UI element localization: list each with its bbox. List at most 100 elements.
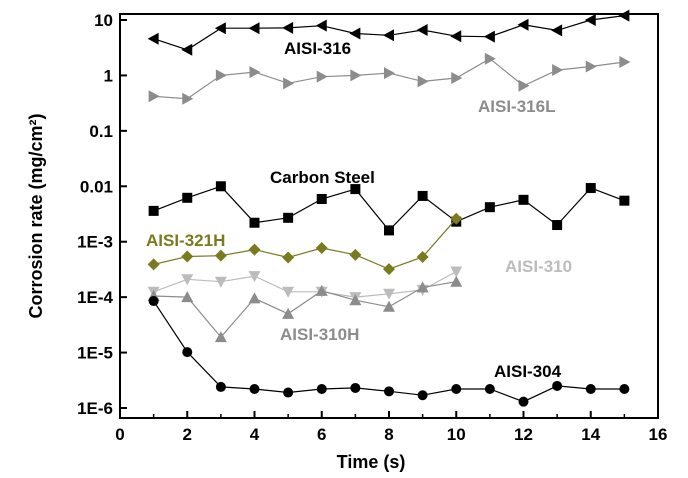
data-point-aisi-316: [147, 32, 159, 45]
series-layer: [147, 9, 631, 407]
y-axis-title: Corrosion rate (mg/cm²): [26, 113, 46, 318]
data-point-aisi-316l: [148, 90, 160, 103]
data-point-aisi-304: [552, 380, 563, 391]
data-point-aisi-321h: [383, 263, 395, 276]
series-aisi-310h: [147, 275, 463, 343]
data-point-aisi-321h: [214, 249, 227, 262]
series-aisi-321h: [147, 212, 463, 276]
x-tick-label: 8: [384, 425, 393, 444]
series-aisi-316: [147, 9, 630, 56]
data-point-aisi-316: [214, 22, 226, 35]
data-point-aisi-316l: [350, 69, 362, 82]
data-point-carbon-steel: [484, 202, 495, 213]
x-tick-label: 4: [250, 425, 260, 444]
series-label-aisi-316l: AISI-316L: [478, 97, 555, 116]
data-point-carbon-steel: [215, 181, 226, 192]
data-point-aisi-304: [585, 384, 596, 395]
data-point-aisi-310: [383, 288, 395, 300]
data-point-aisi-316l: [384, 67, 395, 80]
data-point-carbon-steel: [316, 193, 327, 204]
data-point-aisi-316l: [417, 75, 429, 88]
series-line-aisi-310h: [153, 281, 457, 339]
y-tick-label: 10: [94, 11, 113, 30]
axes: 0 2 4 6 8 10 12 14 16 1E-6 1E-5 1E-4 1E-3 0.01 0.1 1 10: [77, 11, 667, 444]
y-tick-label: 1E-4: [77, 288, 113, 307]
series-carbon-steel: [148, 181, 630, 236]
data-point-aisi-316l: [585, 60, 597, 73]
x-tick-label: 0: [115, 425, 124, 444]
data-point-aisi-316l: [518, 79, 530, 92]
data-point-aisi-321h: [416, 250, 429, 263]
series-line-aisi-316l: [153, 57, 625, 100]
data-point-aisi-316: [248, 22, 260, 35]
data-point-aisi-316l: [451, 71, 463, 84]
y-tick-label: 1E-3: [77, 233, 113, 252]
x-axis-title: Time (s): [337, 452, 406, 472]
data-point-aisi-310: [181, 274, 194, 286]
x-tick-label: 14: [581, 425, 600, 444]
series-label-aisi-310: AISI-310: [505, 257, 572, 276]
data-point-aisi-316l: [484, 52, 496, 65]
data-point-aisi-316l: [552, 64, 564, 77]
series-label-aisi-304: AISI-304: [494, 362, 562, 381]
data-point-aisi-304: [350, 382, 361, 393]
data-point-aisi-304: [316, 384, 327, 395]
data-point-carbon-steel: [518, 194, 529, 205]
data-point-carbon-steel: [552, 220, 563, 231]
data-point-aisi-304: [249, 384, 260, 395]
data-point-aisi-316l: [215, 69, 227, 82]
data-point-carbon-steel: [249, 217, 260, 228]
data-point-aisi-310: [214, 276, 227, 288]
data-point-aisi-321h: [181, 250, 194, 263]
data-point-aisi-310h: [349, 294, 362, 306]
series-aisi-310: [147, 266, 463, 304]
data-point-aisi-316: [618, 9, 630, 22]
data-point-carbon-steel: [350, 184, 361, 195]
data-point-aisi-316l: [283, 77, 295, 90]
y-tick-label: 1: [104, 66, 113, 85]
data-point-aisi-310h: [383, 300, 395, 312]
data-point-aisi-304: [619, 384, 630, 395]
data-point-aisi-316: [282, 21, 294, 34]
series-line-aisi-310: [153, 270, 457, 298]
y-tick-label: 1E-5: [77, 344, 113, 363]
data-point-aisi-316l: [182, 92, 194, 105]
data-point-aisi-310h: [181, 291, 194, 303]
data-point-aisi-304: [283, 387, 294, 398]
data-point-aisi-316: [517, 18, 529, 31]
x-tick-label: 10: [447, 425, 466, 444]
data-point-carbon-steel: [283, 212, 294, 223]
data-point-carbon-steel: [182, 192, 193, 203]
data-point-aisi-310: [450, 266, 463, 278]
data-point-carbon-steel: [148, 205, 159, 216]
data-point-aisi-321h: [147, 258, 160, 271]
x-tick-label: 2: [183, 425, 192, 444]
data-point-aisi-316: [551, 24, 563, 37]
series-line-aisi-321h: [153, 218, 457, 270]
data-point-aisi-304: [451, 384, 462, 395]
series-aisi-316l: [148, 52, 631, 105]
data-point-aisi-310h: [315, 284, 328, 296]
data-point-aisi-310: [248, 271, 261, 283]
data-point-aisi-310h: [450, 275, 463, 287]
data-point-aisi-304: [215, 381, 226, 392]
series-label-aisi-316: AISI-316: [284, 39, 351, 58]
data-point-aisi-316: [483, 30, 495, 43]
data-point-aisi-316l: [249, 66, 261, 79]
data-point-aisi-316l: [619, 55, 631, 68]
data-point-aisi-321h: [349, 248, 362, 261]
series-label-aisi-321h: AISI-321H: [146, 231, 225, 250]
data-point-aisi-316: [383, 29, 394, 42]
data-point-aisi-304: [182, 347, 193, 358]
y-tick-label: 1E-6: [77, 399, 113, 418]
data-point-carbon-steel: [585, 183, 596, 194]
series-label-aisi-310h: AISI-310H: [280, 325, 359, 344]
y-tick-label: 0.1: [89, 122, 113, 141]
data-point-aisi-310: [282, 286, 295, 298]
data-point-aisi-316: [416, 24, 428, 37]
data-point-aisi-304: [417, 390, 428, 401]
data-point-carbon-steel: [384, 225, 394, 236]
series-label-carbon-steel: Carbon Steel: [270, 168, 375, 187]
data-point-aisi-316: [349, 27, 361, 40]
